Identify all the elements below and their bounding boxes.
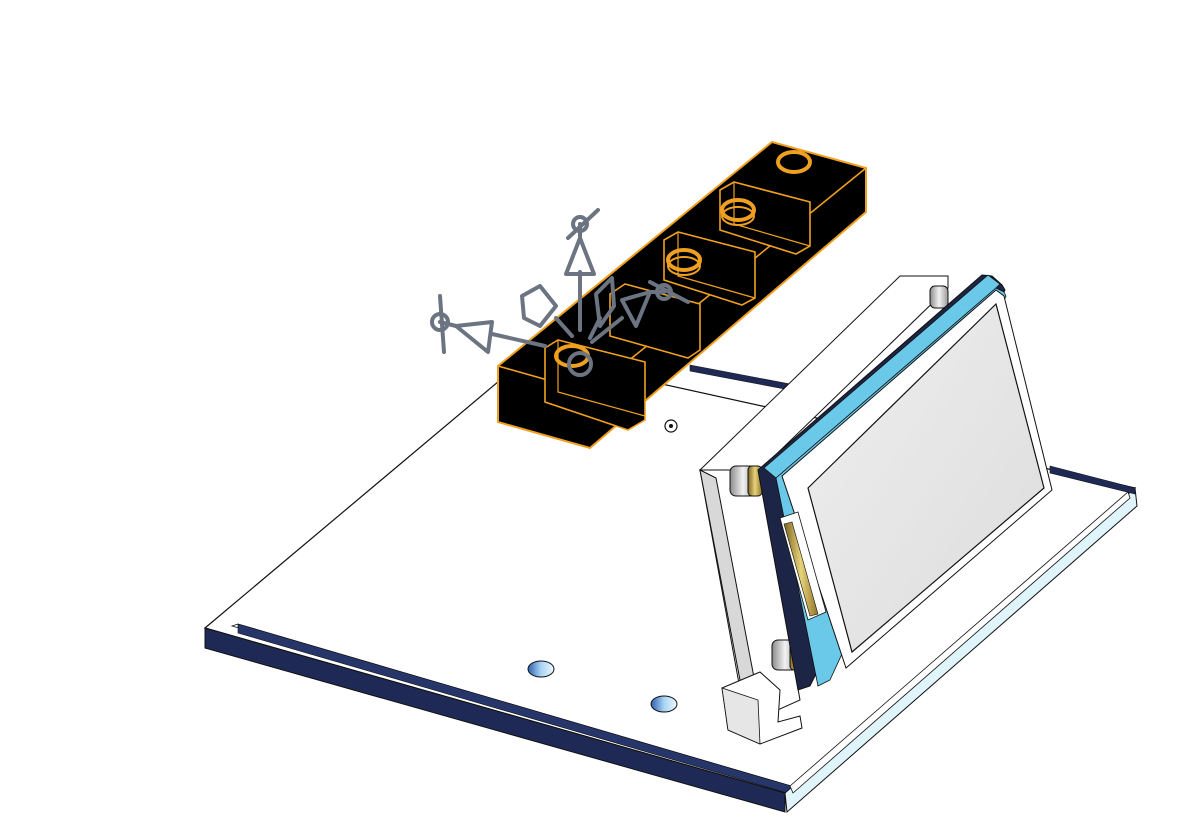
mount-hole	[527, 660, 555, 678]
side-rail[interactable]	[784, 465, 1138, 814]
yz-plane-handle[interactable]	[594, 276, 616, 328]
z-axis-handle[interactable]	[564, 208, 600, 332]
lcd-display-module[interactable]	[757, 274, 1053, 691]
mount-hole	[650, 695, 678, 713]
move-triad-icon[interactable]	[430, 208, 690, 377]
xy-plane-handle[interactable]	[520, 284, 558, 328]
front-rail[interactable]	[204, 623, 800, 813]
rotate-ring-handle[interactable]	[567, 351, 593, 377]
display-bracket[interactable]	[698, 275, 949, 745]
y-axis-handle[interactable]	[590, 280, 690, 344]
flex-connector	[779, 511, 827, 621]
lcd-screen	[807, 302, 1045, 654]
x-axis-handle[interactable]	[430, 294, 547, 354]
origin-marker-icon	[664, 419, 678, 433]
